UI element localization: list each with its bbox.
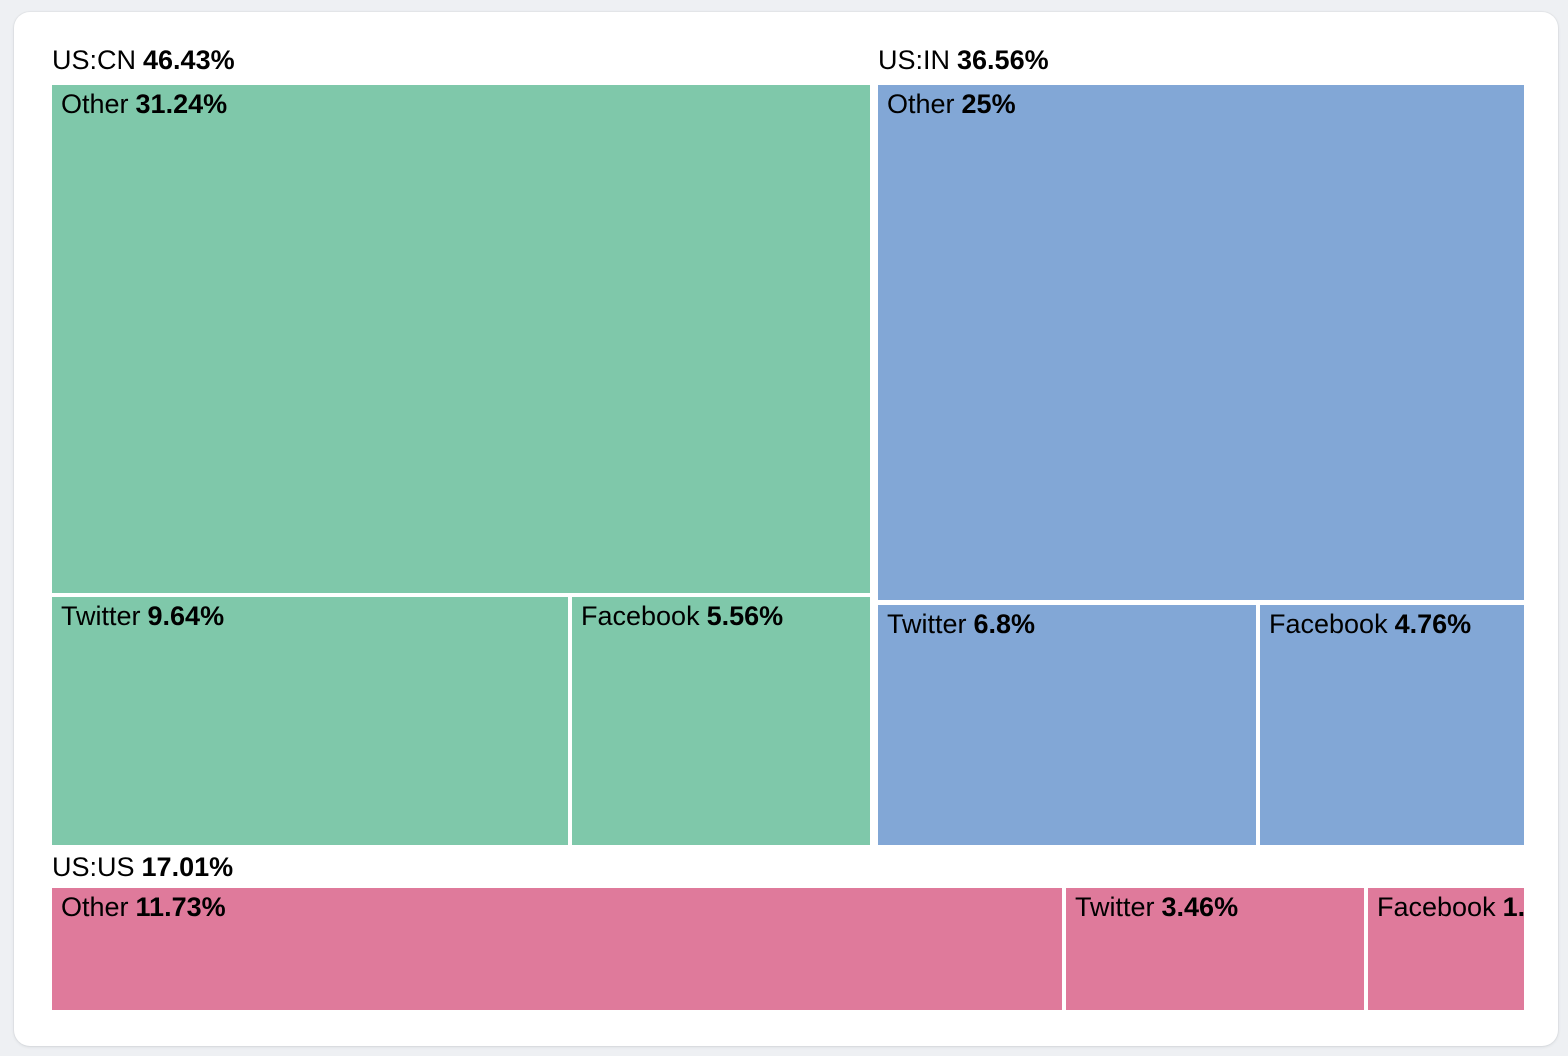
cell-label: Other: [61, 892, 129, 922]
treemap-cell-us-us-twitter[interactable]: Twitter 3.46%: [1066, 888, 1364, 1010]
cell-value: 25%: [961, 89, 1016, 119]
group-name: US:US: [52, 852, 135, 882]
cell-label: Facebook: [581, 601, 700, 631]
treemap-group-label-us-cn: US:CN 46.43%: [52, 44, 235, 76]
cell-label: Facebook: [1269, 609, 1388, 639]
treemap-cell-us-us-facebook[interactable]: Facebook 1.81%: [1368, 888, 1524, 1010]
cell-label: Twitter: [1075, 892, 1155, 922]
treemap-cell-us-cn-other[interactable]: Other 31.24%: [52, 85, 870, 593]
cell-label: Other: [61, 89, 129, 119]
cell-value: 4.76%: [1394, 609, 1472, 639]
cell-value: 1.81%: [1502, 892, 1524, 922]
cell-value: 31.24%: [135, 89, 228, 119]
treemap-group-label-us-us: US:US 17.01%: [52, 851, 233, 883]
cell-value: 11.73%: [135, 892, 226, 922]
treemap-cell-us-cn-facebook[interactable]: Facebook 5.56%: [572, 597, 870, 845]
cell-value: 3.46%: [1161, 892, 1239, 922]
treemap-cell-us-in-facebook[interactable]: Facebook 4.76%: [1260, 605, 1524, 845]
cell-label: Other: [887, 89, 955, 119]
cell-label: Twitter: [61, 601, 141, 631]
group-value: 46.43%: [143, 45, 235, 75]
cell-value: 6.8%: [973, 609, 1036, 639]
treemap-cell-us-in-other[interactable]: Other 25%: [878, 85, 1524, 600]
cell-value: 9.64%: [147, 601, 225, 631]
treemap-cell-us-cn-twitter[interactable]: Twitter 9.64%: [52, 597, 568, 845]
cell-label: Facebook: [1377, 892, 1496, 922]
group-name: US:CN: [52, 45, 137, 75]
treemap-cell-us-in-twitter[interactable]: Twitter 6.8%: [878, 605, 1256, 845]
treemap-cell-us-us-other[interactable]: Other 11.73%: [52, 888, 1062, 1010]
group-name: US:IN: [878, 45, 951, 75]
cell-value: 5.56%: [706, 601, 784, 631]
treemap-group-label-us-in: US:IN 36.56%: [878, 44, 1049, 76]
group-value: 17.01%: [141, 852, 234, 882]
group-value: 36.56%: [957, 45, 1049, 75]
cell-label: Twitter: [887, 609, 967, 639]
